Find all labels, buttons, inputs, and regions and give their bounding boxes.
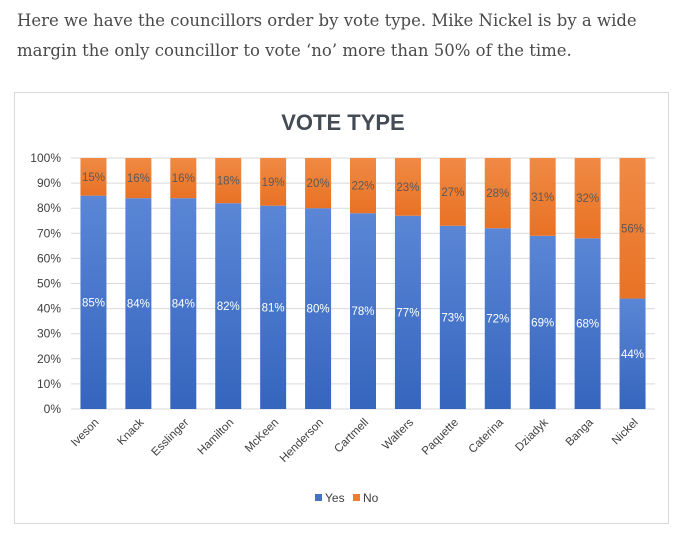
x-category-label: Dziadyk bbox=[513, 416, 551, 454]
y-tick-label: 0% bbox=[44, 402, 62, 416]
data-label-no: 20% bbox=[307, 178, 330, 190]
data-label-yes: 85% bbox=[82, 297, 105, 309]
legend-swatch-no bbox=[353, 494, 360, 501]
data-label-no: 16% bbox=[172, 173, 195, 185]
bar-no-dziadyk bbox=[529, 158, 556, 236]
y-tick-label: 100% bbox=[30, 151, 61, 165]
data-label-yes: 77% bbox=[396, 307, 419, 319]
data-label-yes: 82% bbox=[217, 301, 240, 313]
data-label-no: 16% bbox=[127, 173, 150, 185]
legend-label-no: No bbox=[363, 491, 379, 505]
data-label-yes: 73% bbox=[441, 312, 464, 324]
x-category-label: Nickel bbox=[610, 417, 641, 448]
x-category-label: Henderson bbox=[278, 417, 326, 465]
bar-no-banga bbox=[574, 158, 601, 239]
bar-no-iveson bbox=[80, 158, 107, 196]
data-label-no: 27% bbox=[441, 187, 464, 199]
bar-yes-paquette bbox=[439, 225, 466, 409]
data-label-yes: 84% bbox=[172, 299, 195, 311]
bar-no-caterina bbox=[484, 158, 511, 229]
bar-no-paquette bbox=[439, 158, 466, 226]
data-label-no: 15% bbox=[82, 172, 105, 184]
bar-yes-caterina bbox=[484, 228, 511, 409]
x-category-label: Cartmell bbox=[332, 417, 371, 456]
bar-no-esslinger bbox=[170, 158, 197, 199]
y-tick-label: 30% bbox=[37, 327, 61, 341]
y-tick-label: 60% bbox=[37, 251, 61, 265]
x-category-label: Walters bbox=[380, 416, 416, 452]
bar-yes-dziadyk bbox=[529, 235, 556, 409]
data-label-no: 18% bbox=[217, 176, 240, 188]
x-category-label: Knack bbox=[115, 416, 146, 447]
data-label-yes: 44% bbox=[621, 349, 644, 361]
data-label-yes: 72% bbox=[486, 314, 509, 326]
bar-yes-banga bbox=[574, 238, 601, 409]
bar-no-walters bbox=[394, 158, 421, 216]
y-tick-label: 50% bbox=[37, 277, 61, 291]
y-tick-label: 80% bbox=[37, 201, 61, 215]
data-label-yes: 69% bbox=[531, 317, 554, 329]
data-label-yes: 80% bbox=[307, 304, 330, 316]
intro-paragraph: Here we have the councillors order by vo… bbox=[17, 11, 637, 60]
x-category-label: McKeen bbox=[243, 417, 281, 455]
bar-yes-esslinger bbox=[170, 198, 197, 409]
data-label-no: 28% bbox=[486, 188, 509, 200]
chart-frame: VOTE TYPE 0% 10% 20% 30% 40% 50% 60% 70% 80% 90% 1… bbox=[14, 92, 669, 524]
data-label-yes: 68% bbox=[576, 319, 599, 331]
data-label-no: 23% bbox=[396, 182, 419, 194]
data-label-yes: 84% bbox=[127, 299, 150, 311]
x-category-label: Caterina bbox=[467, 416, 507, 456]
x-category-label: Hamilton bbox=[196, 417, 237, 458]
data-label-no: 56% bbox=[621, 223, 644, 235]
chart-title: VOTE TYPE bbox=[281, 110, 404, 135]
x-category-label: Iveson bbox=[69, 417, 101, 449]
x-category-label: Banga bbox=[564, 416, 596, 448]
bar-no-knack bbox=[125, 158, 152, 199]
vote-type-chart: VOTE TYPE 0% 10% 20% 30% 40% 50% 60% 70% 80% 90% 1… bbox=[30, 110, 655, 505]
y-tick-label: 20% bbox=[37, 352, 61, 366]
data-label-yes: 81% bbox=[262, 302, 285, 314]
legend-swatch-yes bbox=[315, 494, 322, 501]
bar-yes-walters bbox=[394, 215, 421, 409]
bar-yes-knack bbox=[125, 198, 152, 409]
data-label-yes: 78% bbox=[351, 306, 374, 318]
bar-yes-nickel bbox=[619, 298, 646, 409]
y-tick-label: 90% bbox=[37, 176, 61, 190]
bar-no-nickel bbox=[619, 158, 646, 299]
bar-no-mckeen bbox=[260, 158, 287, 206]
y-tick-label: 40% bbox=[37, 302, 61, 316]
bar-no-henderson bbox=[305, 158, 332, 209]
legend-label-yes: Yes bbox=[325, 491, 345, 505]
bar-yes-mckeen bbox=[260, 205, 287, 409]
x-category-label: Paquette bbox=[420, 417, 461, 458]
data-label-no: 19% bbox=[262, 177, 285, 189]
data-label-no: 31% bbox=[531, 192, 554, 204]
bar-no-hamilton bbox=[215, 158, 242, 204]
bar-no-cartmell bbox=[350, 158, 376, 214]
data-label-no: 22% bbox=[351, 181, 374, 193]
x-category-label: Esslinger bbox=[149, 417, 191, 459]
bar-yes-hamilton bbox=[215, 203, 242, 409]
bar-yes-cartmell bbox=[350, 213, 376, 409]
bar-yes-henderson bbox=[305, 208, 332, 409]
data-label-no: 32% bbox=[576, 193, 599, 205]
y-tick-label: 10% bbox=[37, 377, 61, 391]
bar-yes-iveson bbox=[80, 195, 107, 409]
y-tick-label: 70% bbox=[37, 226, 61, 240]
